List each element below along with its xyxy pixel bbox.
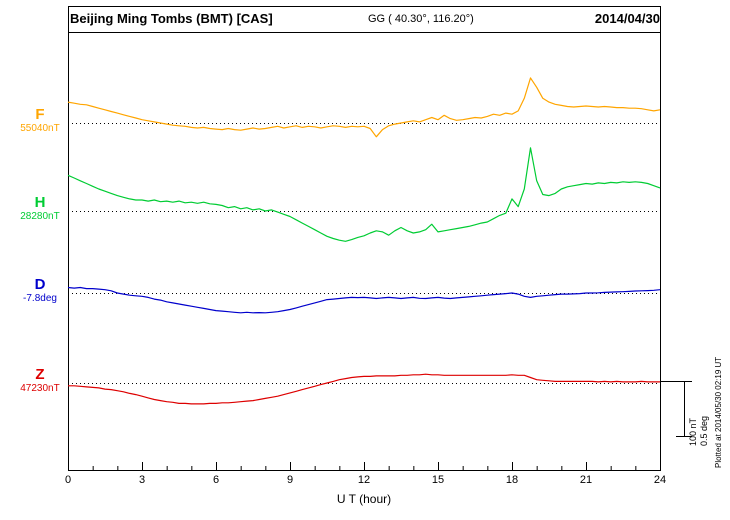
trace-f [67,77,661,138]
channel-baseline-z: 47230nT [20,383,60,394]
channel-letter-z: Z [35,366,45,383]
x-tick-21: 21 [579,474,593,486]
x-tick-18: 18 [505,474,519,486]
channel-baseline-h: 28280nT [20,211,60,222]
plotted-at-note: Plotted at 2014/05/30 02:19 UT [714,356,723,468]
channel-letter-f: F [35,106,45,123]
x-tick-12: 12 [357,474,371,486]
x-tick-3: 3 [138,474,146,486]
channel-label-d: D -7.8deg [8,277,72,305]
x-tick-0: 0 [64,474,72,486]
x-axis-label: U T (hour) [336,492,392,506]
channel-label-h: H 28280nT [8,195,72,223]
channel-baseline-d: -7.8deg [23,293,57,304]
plot-date: 2014/04/30 [594,11,660,26]
station-title: Beijing Ming Tombs (BMT) [CAS] [70,11,273,26]
channel-label-z: Z 47230nT [8,367,72,395]
scalebar-nt-label: 100 nT [688,417,698,446]
x-tick-9: 9 [286,474,294,486]
channel-label-f: F 55040nT [8,107,72,135]
x-tick-24: 24 [653,474,667,486]
scalebar-deg-label: 0.5 deg [699,415,709,446]
x-tick-6: 6 [212,474,220,486]
channel-baseline-f: 55040nT [20,123,60,134]
channel-letter-d: D [34,276,46,293]
trace-h [67,147,661,242]
trace-z [68,373,660,405]
x-tick-15: 15 [431,474,445,486]
channel-letter-h: H [34,194,46,211]
station-coordinates: GG ( 40.30°, 116.20°) [368,13,474,25]
trace-d [67,286,661,314]
